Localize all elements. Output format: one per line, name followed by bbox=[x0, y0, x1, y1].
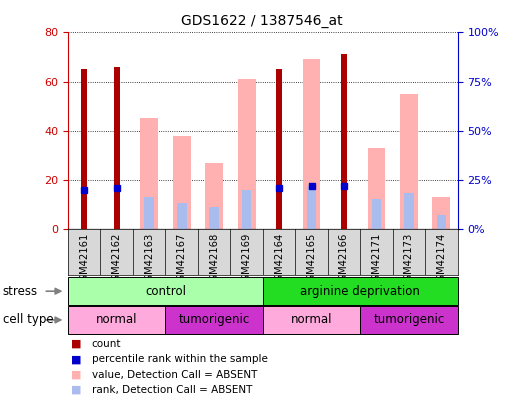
Text: GDS1622 / 1387546_at: GDS1622 / 1387546_at bbox=[180, 14, 343, 28]
Bar bbox=[360, 306, 458, 334]
Bar bbox=[173, 136, 190, 229]
Bar bbox=[114, 67, 120, 229]
Text: cell type: cell type bbox=[3, 313, 53, 326]
Text: GSM42173: GSM42173 bbox=[404, 232, 414, 287]
Bar bbox=[263, 277, 458, 305]
Text: tumorigenic: tumorigenic bbox=[178, 313, 249, 326]
Bar bbox=[371, 199, 381, 229]
Text: tumorigenic: tumorigenic bbox=[373, 313, 445, 326]
Text: GSM42168: GSM42168 bbox=[209, 232, 219, 287]
Text: rank, Detection Call = ABSENT: rank, Detection Call = ABSENT bbox=[92, 385, 252, 395]
Text: arginine deprivation: arginine deprivation bbox=[300, 285, 420, 298]
Bar bbox=[404, 194, 414, 229]
Bar bbox=[68, 306, 165, 334]
Text: ■: ■ bbox=[71, 370, 81, 379]
Bar bbox=[276, 69, 282, 229]
Text: GSM42171: GSM42171 bbox=[371, 232, 381, 287]
Bar bbox=[81, 69, 87, 229]
Text: normal: normal bbox=[291, 313, 332, 326]
Bar bbox=[303, 60, 321, 229]
Bar bbox=[140, 118, 158, 229]
Bar bbox=[368, 148, 385, 229]
Text: percentile rank within the sample: percentile rank within the sample bbox=[92, 354, 267, 364]
Text: GSM42169: GSM42169 bbox=[242, 232, 252, 287]
Text: ■: ■ bbox=[71, 354, 81, 364]
Bar bbox=[306, 185, 316, 229]
Text: GSM42162: GSM42162 bbox=[112, 232, 122, 287]
Text: GSM42165: GSM42165 bbox=[306, 232, 316, 287]
Bar bbox=[341, 55, 347, 229]
Text: ■: ■ bbox=[71, 339, 81, 349]
Text: GSM42174: GSM42174 bbox=[436, 232, 447, 287]
Text: ■: ■ bbox=[71, 385, 81, 395]
Text: normal: normal bbox=[96, 313, 138, 326]
Text: control: control bbox=[145, 285, 186, 298]
Bar bbox=[68, 277, 263, 305]
Text: GSM42167: GSM42167 bbox=[177, 232, 187, 287]
Bar bbox=[263, 306, 360, 334]
Bar bbox=[433, 197, 450, 229]
Text: stress: stress bbox=[3, 285, 38, 298]
Bar bbox=[165, 306, 263, 334]
Bar bbox=[144, 197, 154, 229]
Text: count: count bbox=[92, 339, 121, 349]
Bar bbox=[205, 162, 223, 229]
Bar bbox=[437, 215, 446, 229]
Text: value, Detection Call = ABSENT: value, Detection Call = ABSENT bbox=[92, 370, 257, 379]
Bar bbox=[242, 190, 252, 229]
Bar bbox=[209, 207, 219, 229]
Text: GSM42164: GSM42164 bbox=[274, 232, 284, 287]
Text: GSM42166: GSM42166 bbox=[339, 232, 349, 287]
Bar bbox=[400, 94, 418, 229]
Bar bbox=[237, 79, 256, 229]
Text: GSM42161: GSM42161 bbox=[79, 232, 89, 287]
Text: GSM42163: GSM42163 bbox=[144, 232, 154, 287]
Bar bbox=[177, 203, 187, 229]
